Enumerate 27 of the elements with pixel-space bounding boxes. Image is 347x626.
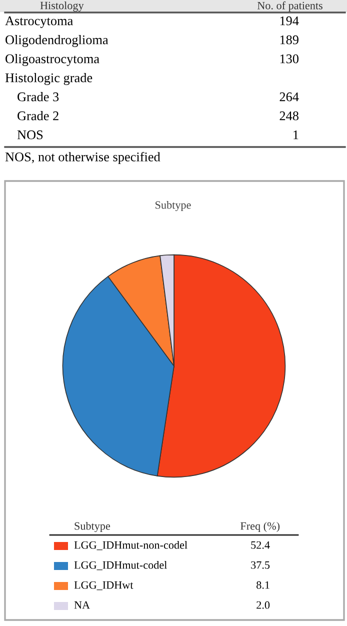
- text: NOS, not otherwise specified: [5, 152, 160, 164]
- chart-title: Subtype: [156, 200, 191, 212]
- data-label: 8.1: [256, 581, 270, 589]
- data-label: 248: [280, 111, 298, 120]
- legend-title: Subtype: [74, 522, 110, 532]
- legend-label: NA: [74, 601, 90, 609]
- category-label: Grade 3: [18, 92, 59, 102]
- category-label: Histologic grade: [5, 73, 92, 85]
- text: Histology: [40, 1, 84, 12]
- category-label: Grade 2: [18, 111, 58, 120]
- text: Freq (%): [240, 522, 280, 532]
- legend-label: LGG_IDHmut-non-codel: [74, 540, 188, 550]
- category-label: Oligoastrocytoma: [6, 54, 100, 66]
- category-label: NOS: [17, 130, 43, 140]
- data-label: 264: [280, 92, 299, 102]
- data-label: 2.0: [256, 601, 270, 609]
- text: No. of patients: [257, 1, 322, 12]
- legend-label: LGG_IDHmut-codel: [74, 560, 167, 570]
- data-label: 52.4: [251, 541, 270, 549]
- data-label: 1: [294, 130, 298, 140]
- data-label: 130: [280, 54, 298, 64]
- legend-label: LGG_IDHwt: [74, 581, 134, 590]
- category-label: Astrocytoma: [5, 16, 73, 28]
- category-label: Oligodendroglioma: [6, 35, 108, 47]
- data-label: 194: [280, 16, 299, 26]
- data-label: 189: [280, 35, 298, 44]
- data-label: 37.5: [251, 561, 270, 569]
